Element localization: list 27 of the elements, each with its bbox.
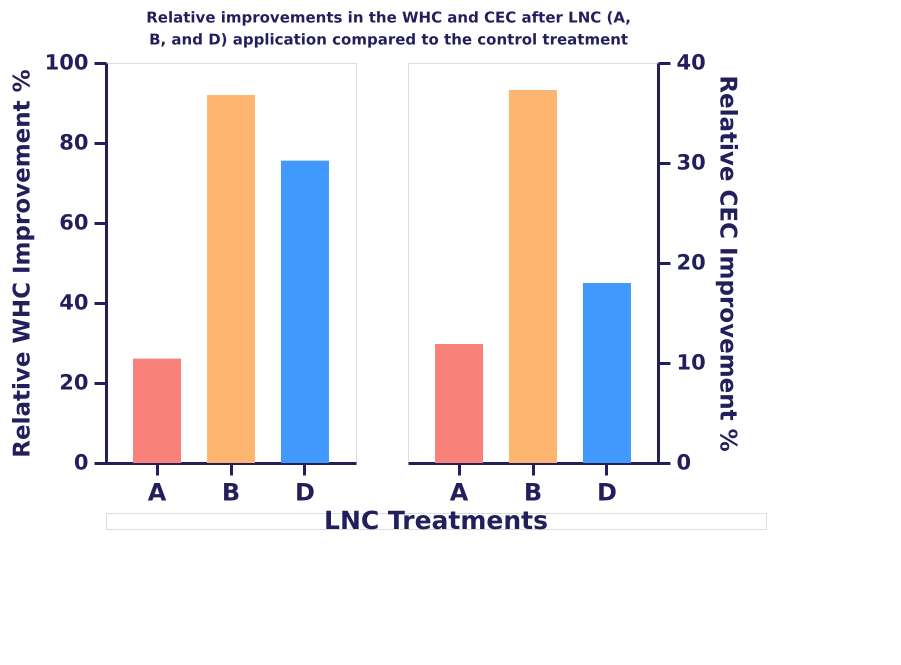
x-tick-label: D <box>295 478 315 506</box>
y-axis-title: Relative WHC Improvement % <box>10 69 36 458</box>
y2-tick-label: 40 <box>676 50 706 74</box>
bar <box>582 283 631 463</box>
y-tick-label: 100 <box>44 50 88 74</box>
y2-tick-label: 30 <box>676 150 706 174</box>
bar <box>280 160 329 463</box>
y2-tick-label: 20 <box>676 250 706 274</box>
y-tick-label: 80 <box>59 130 88 154</box>
x-tick-label: D <box>597 478 617 506</box>
text: Relative improvements in the WHC and CEC after LNC (A, B, and D) application compared to the control treatment <box>146 8 631 48</box>
x-tick-label: B <box>222 478 240 506</box>
x-axis-title: LNC Treatments <box>324 506 548 535</box>
bar <box>133 358 182 463</box>
y2-tick-label: 0 <box>676 450 692 474</box>
y2-tick-label: 10 <box>676 350 706 374</box>
bar <box>509 90 557 463</box>
x-tick-label: B <box>524 478 542 506</box>
bar <box>435 344 484 463</box>
x-tick-label: A <box>450 478 469 506</box>
y-tick-label: 0 <box>74 450 88 474</box>
y-tick-label: 20 <box>59 370 88 394</box>
y2-axis-title: Relative CEC Improvement % <box>714 75 741 452</box>
x-tick-label: A <box>148 478 167 506</box>
bar <box>207 95 255 463</box>
y-tick-label: 60 <box>59 210 88 234</box>
y-tick-label: 40 <box>59 290 88 314</box>
